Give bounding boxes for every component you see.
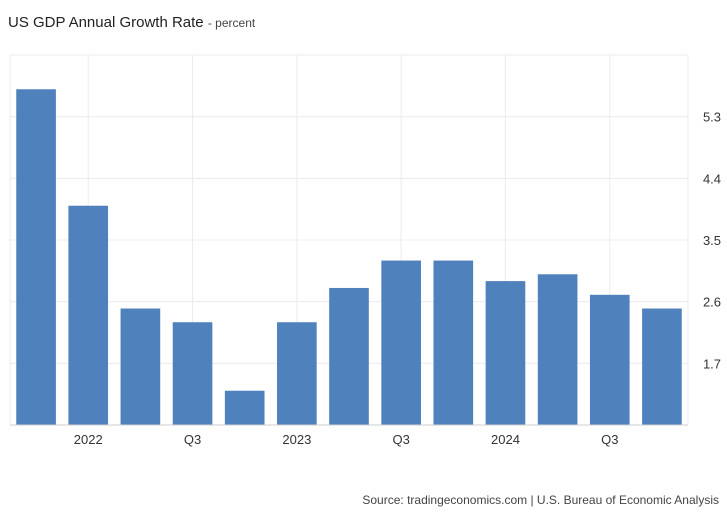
x-tick-label: Q3 [601, 432, 618, 447]
x-tick-label: 2022 [74, 432, 103, 447]
bar-2024-q4[interactable] [642, 308, 682, 425]
y-tick-label: 5.3 [703, 110, 721, 125]
bar-2024-q3[interactable] [589, 294, 630, 425]
bar-2022-q2[interactable] [120, 308, 161, 425]
x-tick-label: Q3 [184, 432, 201, 447]
bar-2023-q3[interactable] [381, 260, 421, 425]
chart-title: US GDP Annual Growth Rate - percent [8, 14, 256, 31]
bar-2022-q3[interactable] [172, 322, 213, 425]
y-tick-label: 4.4 [703, 171, 721, 186]
bar-2021-q4[interactable] [16, 89, 56, 425]
bar-2024-q1[interactable] [485, 281, 526, 425]
y-tick-label: 3.5 [703, 233, 721, 248]
chart-title-text: US GDP Annual Growth Rate [8, 14, 204, 31]
x-tick-label: Q3 [392, 432, 409, 447]
bar-2023-q1[interactable] [277, 322, 317, 425]
x-tick-label: 2023 [282, 432, 311, 447]
bar-2022-q1[interactable] [68, 205, 109, 425]
y-tick-label: 1.7 [703, 356, 721, 371]
chart-subtitle: percent [215, 16, 256, 30]
x-tick-label: 2024 [491, 432, 520, 447]
source-note: Source: tradingeconomics.com | U.S. Bure… [362, 493, 719, 507]
bar-2024-q2[interactable] [537, 274, 578, 425]
bar-2022-q4[interactable] [224, 390, 265, 425]
bar-2023-q2[interactable] [329, 287, 369, 425]
bar-2023-q4[interactable] [433, 260, 474, 425]
y-tick-label: 2.6 [703, 295, 721, 310]
